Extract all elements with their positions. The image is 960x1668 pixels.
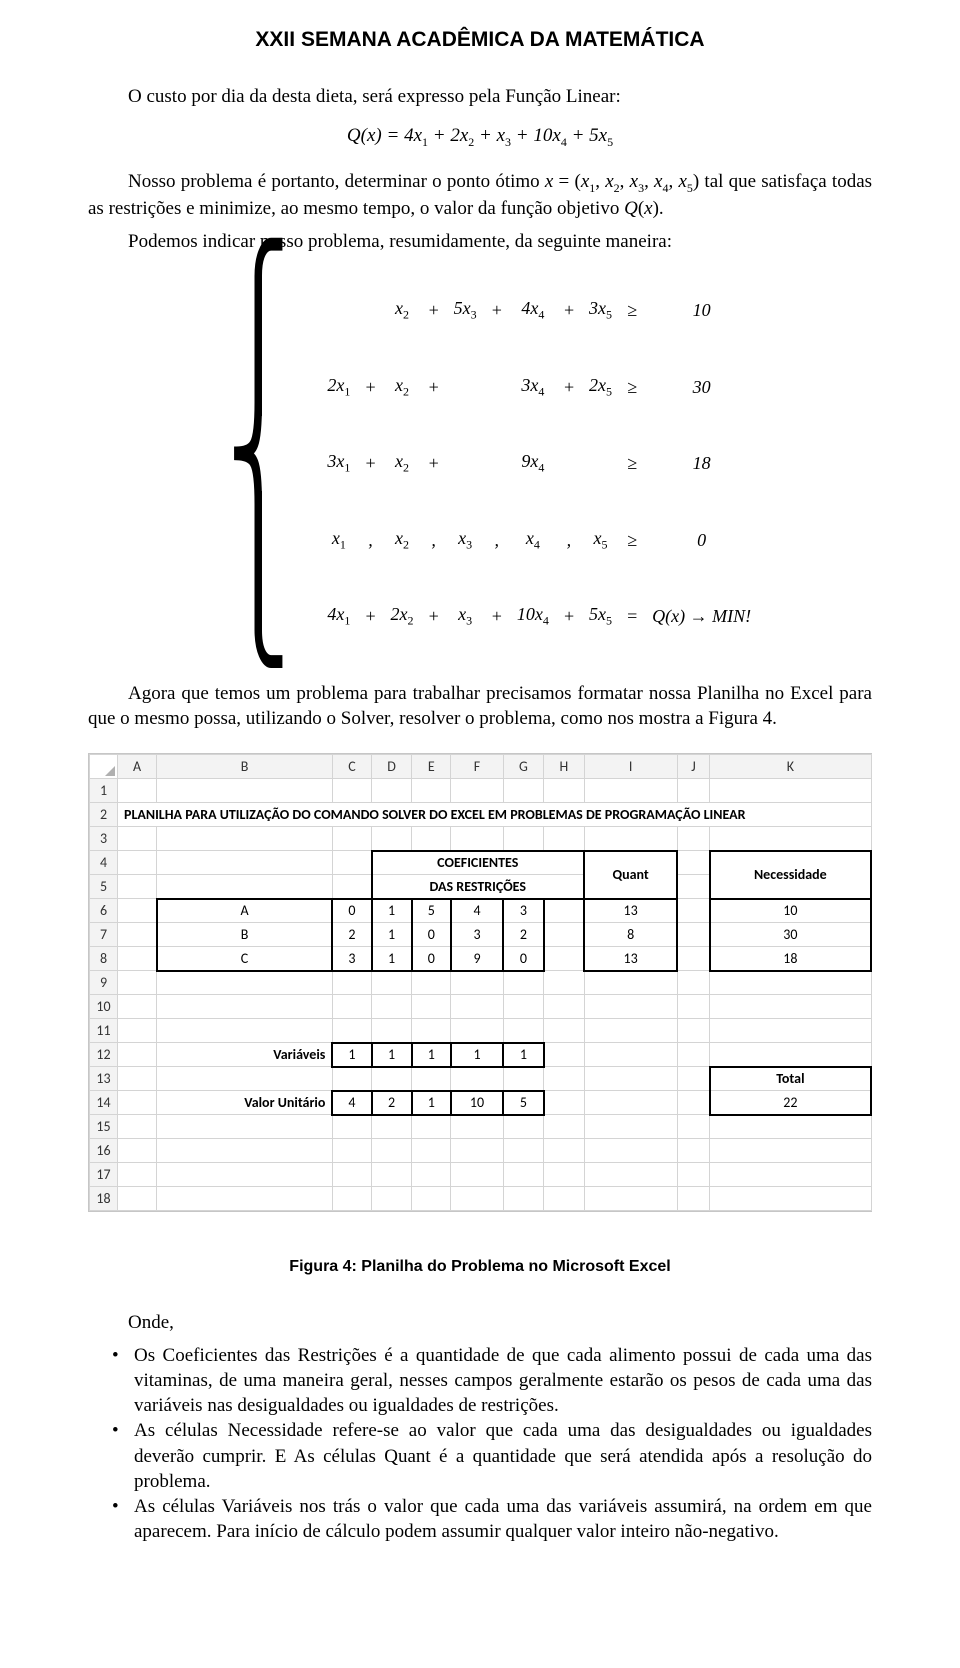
lp-table: x2+5x3+4x4+3x5≥102x1+x2+3x4+2x5≥303x1+x2… bbox=[320, 272, 758, 655]
list-item: Os Coeficientes das Restrições é a quant… bbox=[112, 1343, 872, 1418]
figure-caption: Figura 4: Planilha do Problema no Micros… bbox=[88, 1258, 872, 1276]
list-item: As células Necessidade refere-se ao valo… bbox=[112, 1418, 872, 1493]
onde-label: Onde, bbox=[88, 1310, 872, 1335]
lp-system: ⎧⎨⎩ x2+5x3+4x4+3x5≥102x1+x2+3x4+2x5≥303x… bbox=[88, 272, 872, 655]
brace-icon: ⎧⎨⎩ bbox=[227, 264, 289, 647]
excel-grid: ABCDEFGHIJK12PLANILHA PARA UTILIZAÇÃO DO… bbox=[89, 754, 872, 1211]
spreadsheet-figure: ABCDEFGHIJK12PLANILHA PARA UTILIZAÇÃO DO… bbox=[88, 753, 872, 1212]
equation-objective: Q(x) = 4x1 + 2x2 + x3 + 10x4 + 5x5 bbox=[88, 123, 872, 151]
paragraph-intro: O custo por dia da desta dieta, será exp… bbox=[88, 84, 872, 109]
paragraph-3: Podemos indicar nosso problema, resumida… bbox=[88, 229, 872, 254]
page-header: XXII SEMANA ACADÊMICA DA MATEMÁTICA bbox=[88, 28, 872, 52]
paragraph-2: Nosso problema é portanto, determinar o … bbox=[88, 169, 872, 222]
paragraph-4: Agora que temos um problema para trabalh… bbox=[88, 681, 872, 731]
bullet-list: Os Coeficientes das Restrições é a quant… bbox=[112, 1343, 872, 1544]
list-item: As células Variáveis nos trás o valor qu… bbox=[112, 1494, 872, 1544]
